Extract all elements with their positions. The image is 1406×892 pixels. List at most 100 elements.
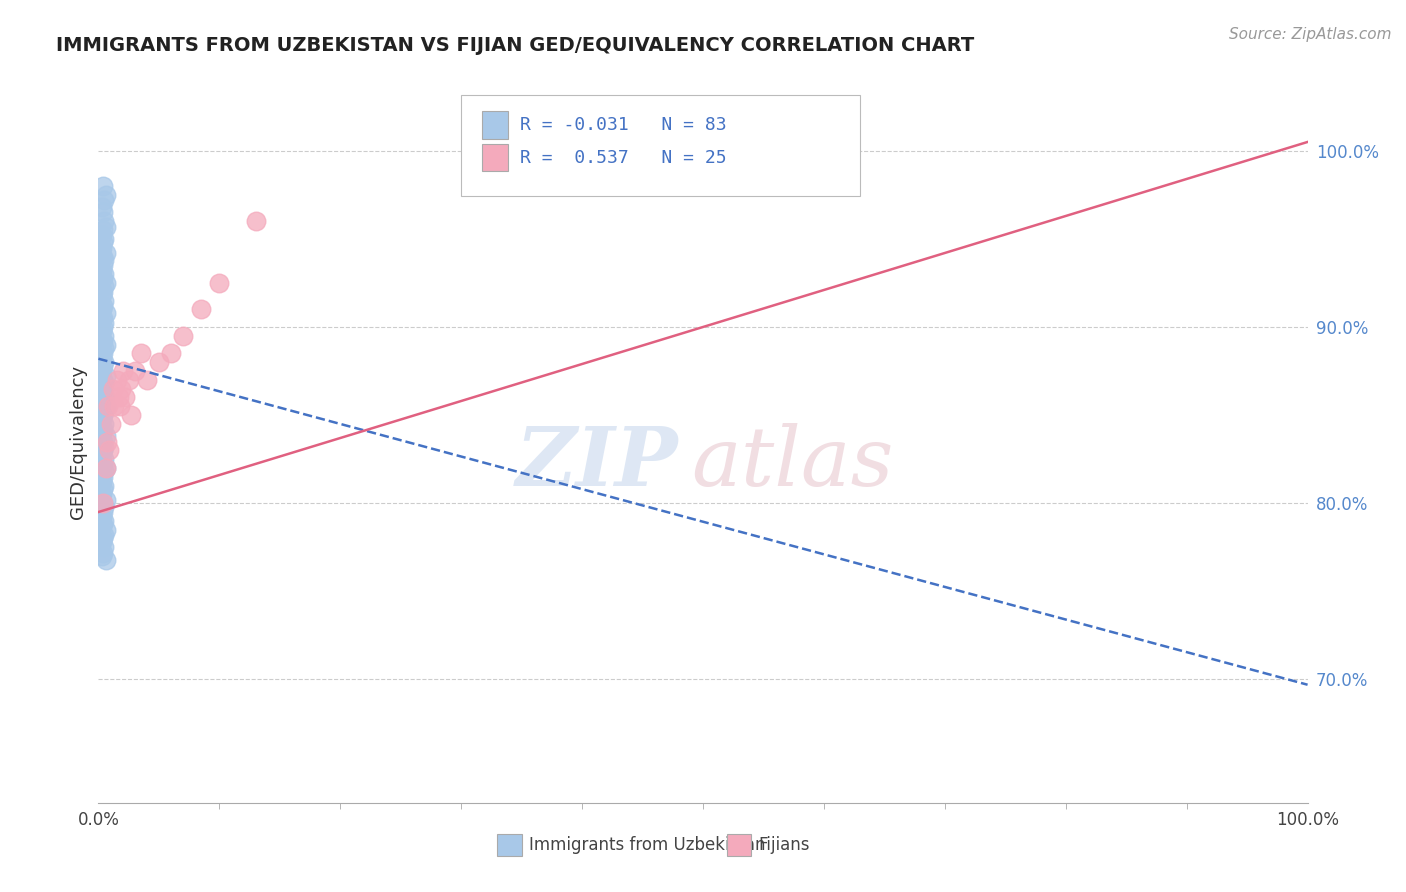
- Point: [91, 382, 114, 396]
- FancyBboxPatch shape: [727, 834, 751, 855]
- Point: [108, 399, 131, 413]
- Point: [91, 394, 114, 409]
- Point: [91, 228, 114, 243]
- Point: [94, 306, 117, 320]
- Point: [93, 391, 115, 405]
- Point: [94, 246, 117, 260]
- Point: [91, 241, 114, 255]
- Point: [91, 235, 114, 250]
- Point: [93, 528, 115, 542]
- Point: [91, 505, 114, 519]
- Point: [94, 187, 117, 202]
- Point: [94, 492, 117, 507]
- Point: [94, 461, 117, 475]
- FancyBboxPatch shape: [482, 144, 509, 171]
- Point: [91, 270, 114, 285]
- Point: [118, 373, 141, 387]
- Point: [101, 382, 124, 396]
- Point: [110, 382, 132, 396]
- Text: Source: ZipAtlas.com: Source: ZipAtlas.com: [1229, 27, 1392, 42]
- Text: atlas: atlas: [690, 423, 893, 503]
- Point: [94, 399, 117, 413]
- Point: [91, 359, 114, 373]
- Point: [91, 223, 114, 237]
- Point: [172, 328, 194, 343]
- Point: [91, 258, 114, 272]
- Point: [208, 276, 231, 290]
- Point: [91, 364, 114, 378]
- Point: [93, 514, 115, 528]
- Point: [91, 422, 114, 436]
- Point: [97, 399, 120, 413]
- Point: [93, 232, 115, 246]
- Point: [93, 500, 115, 514]
- Point: [148, 355, 170, 369]
- Text: Fijians: Fijians: [759, 836, 810, 854]
- Point: [91, 250, 114, 264]
- Point: [91, 311, 114, 326]
- Point: [93, 355, 115, 369]
- Point: [91, 496, 114, 510]
- Point: [93, 440, 115, 454]
- Point: [98, 443, 121, 458]
- Point: [93, 317, 115, 331]
- Point: [93, 541, 115, 555]
- Point: [91, 408, 114, 422]
- Point: [160, 346, 183, 360]
- Point: [91, 320, 114, 334]
- Text: R = -0.031   N = 83: R = -0.031 N = 83: [520, 116, 727, 134]
- Point: [91, 535, 114, 549]
- Point: [120, 408, 142, 422]
- Point: [91, 302, 114, 317]
- Point: [93, 478, 115, 492]
- Point: [91, 532, 114, 546]
- Point: [91, 179, 114, 194]
- Point: [93, 293, 115, 308]
- Point: [91, 517, 114, 532]
- Point: [91, 205, 114, 219]
- Text: ZIP: ZIP: [516, 423, 679, 503]
- Point: [100, 417, 122, 431]
- Point: [114, 391, 136, 405]
- Point: [91, 285, 114, 299]
- Point: [135, 373, 157, 387]
- Point: [94, 337, 117, 351]
- Point: [124, 364, 146, 378]
- Point: [93, 376, 115, 391]
- Point: [91, 200, 114, 214]
- Point: [93, 214, 115, 228]
- Point: [94, 276, 117, 290]
- Point: [91, 411, 114, 425]
- Point: [91, 549, 114, 563]
- Point: [96, 434, 118, 449]
- Point: [91, 324, 114, 338]
- Point: [94, 369, 117, 384]
- Y-axis label: GED/Equivalency: GED/Equivalency: [69, 365, 87, 518]
- Point: [93, 341, 115, 355]
- Point: [93, 452, 115, 467]
- Point: [93, 253, 115, 268]
- Point: [91, 373, 114, 387]
- Point: [91, 475, 114, 489]
- Point: [91, 346, 114, 360]
- Point: [93, 279, 115, 293]
- Text: IMMIGRANTS FROM UZBEKISTAN VS FIJIAN GED/EQUIVALENCY CORRELATION CHART: IMMIGRANTS FROM UZBEKISTAN VS FIJIAN GED…: [56, 36, 974, 54]
- Point: [91, 470, 114, 484]
- Point: [94, 429, 117, 443]
- Point: [91, 510, 114, 524]
- Point: [111, 364, 134, 378]
- Point: [103, 399, 125, 413]
- Point: [91, 387, 114, 401]
- Point: [91, 447, 114, 461]
- Point: [91, 545, 114, 559]
- Point: [94, 552, 117, 566]
- Point: [245, 214, 267, 228]
- Point: [91, 443, 114, 458]
- Point: [91, 434, 114, 449]
- Point: [93, 328, 115, 343]
- Point: [108, 391, 131, 405]
- Point: [91, 496, 114, 510]
- Point: [91, 334, 114, 348]
- Point: [93, 417, 115, 431]
- Point: [93, 465, 115, 479]
